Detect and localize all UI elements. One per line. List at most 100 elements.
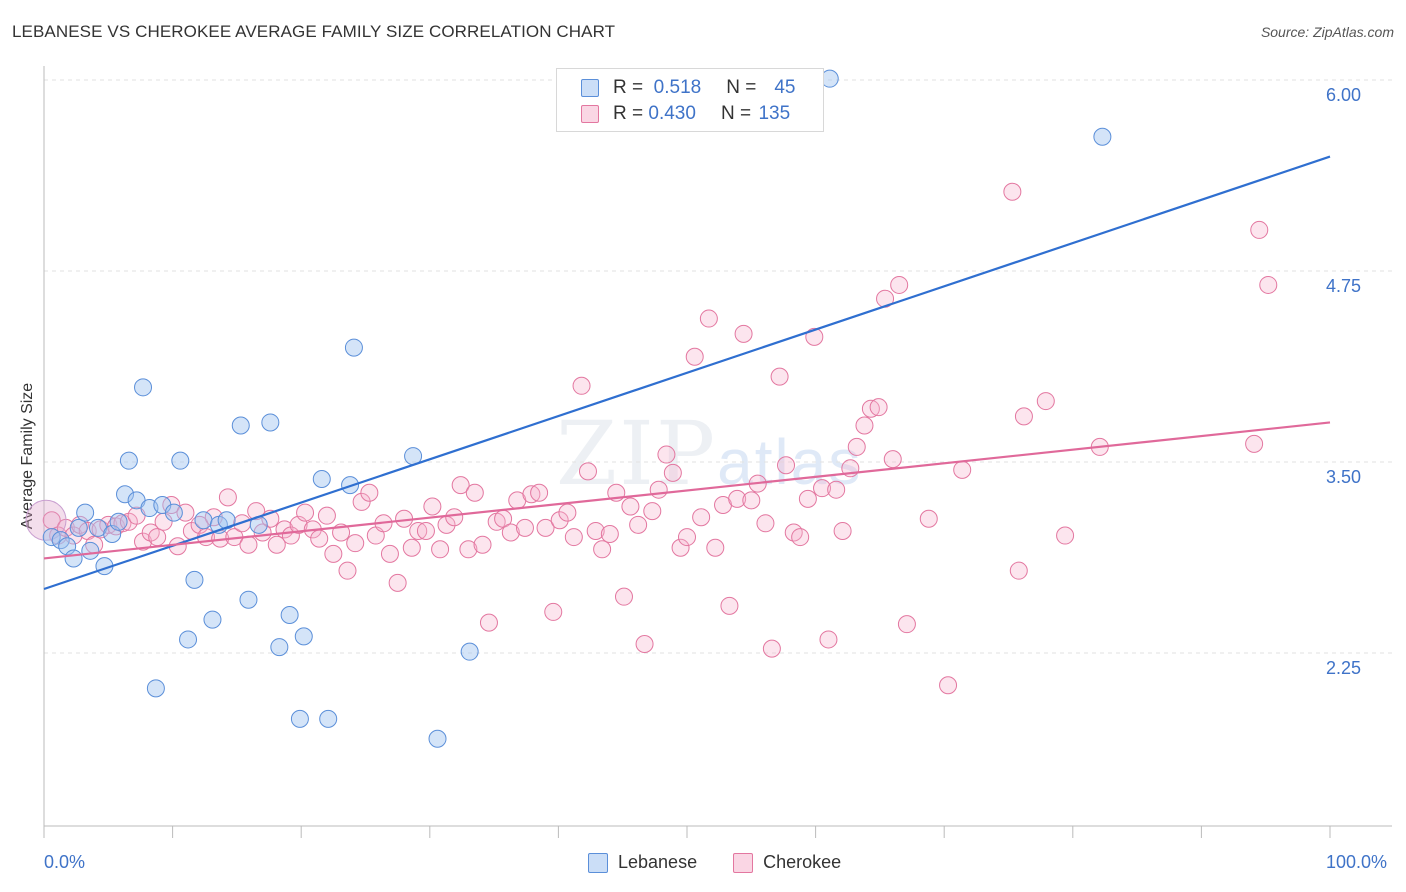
data-point-cherokee	[939, 676, 958, 695]
data-point-cherokee	[791, 528, 810, 547]
data-point-cherokee	[720, 596, 739, 615]
data-point-cherokee	[550, 511, 569, 530]
data-point-cherokee	[756, 514, 775, 533]
data-point-cherokee	[578, 462, 597, 481]
data-point-cherokee	[770, 367, 789, 386]
data-point-cherokee	[663, 463, 682, 482]
data-point-cherokee	[586, 521, 605, 540]
data-point-cherokee	[388, 573, 407, 592]
legend-n-label: N =	[720, 103, 752, 124]
data-point-cherokee	[685, 347, 704, 366]
data-point-cherokee	[798, 489, 817, 508]
data-point-cherokee	[883, 450, 902, 469]
data-point-lebanese	[239, 590, 258, 609]
data-point-cherokee	[643, 502, 662, 521]
data-point-cherokee	[728, 489, 747, 508]
data-point-cherokee	[296, 503, 315, 522]
data-point-lebanese	[294, 627, 313, 646]
data-point-cherokee	[134, 532, 153, 551]
y-tick-label: 4.75	[1326, 276, 1362, 296]
data-point-cherokee	[847, 437, 866, 456]
data-point-lebanese	[231, 416, 250, 435]
data-point-cherokee	[473, 535, 492, 554]
data-point-cherokee	[869, 398, 888, 417]
data-point-cherokee	[742, 491, 761, 510]
data-point-cherokee	[1259, 275, 1278, 294]
legend-r-cherokee: 0.430	[648, 103, 696, 124]
data-point-lebanese	[1093, 127, 1112, 146]
legend-n-cherokee: 135	[758, 103, 791, 124]
data-point-cherokee	[699, 309, 718, 328]
trend-line-cherokee	[43, 421, 1331, 560]
data-point-lebanese	[428, 729, 447, 748]
data-point-lebanese	[134, 378, 153, 397]
legend-n-label: N =	[726, 77, 757, 98]
legend-swatch-lebanese	[581, 79, 599, 97]
data-point-cherokee	[431, 540, 450, 559]
data-point-cherokee	[99, 515, 118, 534]
series-lebanese	[42, 69, 1112, 748]
data-point-cherokee	[515, 518, 534, 537]
data-point-cherokee	[890, 275, 909, 294]
legend-n-lebanese: 45	[774, 77, 796, 98]
source-label: Source: ZipAtlas.com	[1260, 24, 1394, 40]
stats-legend: R = 0.518 N = 45 R = 0.430 N = 135	[556, 68, 824, 132]
data-point-cherokee	[635, 635, 654, 654]
data-point-cherokee	[819, 630, 838, 649]
data-point-cherokee	[897, 615, 916, 634]
data-point-lebanese	[261, 413, 280, 432]
data-point-lebanese	[185, 570, 204, 589]
data-point-lebanese	[290, 709, 309, 728]
data-point-cherokee	[558, 503, 577, 522]
data-point-cherokee	[678, 528, 696, 547]
data-point-cherokee	[919, 509, 938, 528]
data-point-lebanese	[319, 709, 338, 728]
data-point-cherokee	[479, 613, 498, 632]
legend-label-cherokee: Cherokee	[763, 852, 842, 872]
data-point-cherokee	[564, 528, 583, 547]
data-point-cherokee	[777, 456, 796, 475]
data-point-lebanese	[146, 679, 165, 698]
data-point-lebanese	[109, 512, 128, 531]
data-point-lebanese	[81, 541, 100, 560]
data-point-cherokee	[239, 535, 258, 554]
data-point-cherokee	[451, 476, 470, 495]
legend-swatch-lebanese	[588, 852, 608, 873]
data-point-lebanese	[460, 642, 479, 661]
data-point-cherokee	[402, 538, 421, 557]
y-tick-label: 2.25	[1326, 658, 1362, 678]
data-point-cherokee	[805, 327, 824, 346]
data-point-cherokee	[544, 602, 563, 621]
data-point-cherokee	[762, 639, 781, 658]
data-point-lebanese	[179, 630, 198, 649]
legend-row-cherokee: R = 0.430 N = 135	[581, 103, 792, 125]
data-point-cherokee	[317, 506, 336, 525]
data-point-cherokee	[346, 534, 365, 553]
data-point-lebanese	[312, 470, 331, 488]
data-point-cherokee	[572, 376, 591, 395]
data-point-cherokee	[324, 544, 343, 563]
data-point-cherokee	[614, 587, 633, 606]
x-tick-label-min: 0.0%	[44, 852, 86, 872]
data-point-cherokee	[833, 521, 852, 540]
data-point-cherokee	[1003, 182, 1022, 201]
data-point-cherokee	[380, 544, 399, 563]
data-point-cherokee	[784, 523, 803, 542]
data-point-cherokee	[621, 497, 640, 516]
series-cherokee	[25, 182, 1278, 695]
data-point-cherokee	[352, 492, 371, 511]
data-point-lebanese	[203, 610, 222, 629]
legend-row-lebanese: R = 0.518 N = 45	[581, 77, 803, 99]
data-point-cherokee	[530, 483, 549, 502]
data-point-cherokee	[855, 416, 874, 435]
data-point-lebanese	[171, 451, 190, 470]
data-point-cherokee	[459, 540, 478, 559]
data-point-cherokee	[141, 523, 160, 542]
data-point-lebanese	[64, 549, 83, 568]
data-point-lebanese	[270, 638, 289, 657]
axes	[43, 66, 1392, 838]
data-point-cherokee	[338, 561, 357, 580]
data-point-cherokee	[416, 521, 435, 540]
data-point-lebanese	[69, 518, 88, 537]
